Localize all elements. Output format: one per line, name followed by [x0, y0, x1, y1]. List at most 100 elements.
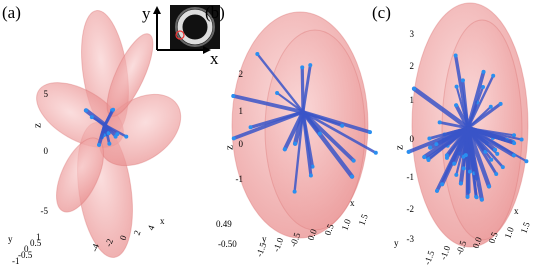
x-tick-label: -1.5: [422, 249, 436, 266]
ray-tip: [124, 135, 128, 139]
ray-tip: [232, 136, 236, 140]
panel-label: (c): [372, 3, 391, 22]
panel-label: (b): [205, 3, 225, 22]
ray-tip: [114, 135, 118, 139]
ray-tip: [438, 120, 442, 124]
ray-tip: [111, 108, 115, 112]
z-tick-label: -2: [407, 204, 415, 214]
y-tick-label: 0: [24, 244, 29, 254]
x-tick-label: -1.0: [438, 244, 452, 261]
x-axis-label: x: [160, 216, 165, 226]
ray-tip: [468, 170, 472, 174]
ray-tip: [293, 190, 297, 194]
ray-tip: [489, 158, 493, 162]
z-tick-label: 3: [410, 29, 415, 39]
z-axis-label: z: [394, 145, 406, 150]
ray-tip: [520, 138, 524, 142]
ray-tip: [495, 152, 499, 156]
z-tick-label: 2: [239, 69, 244, 79]
ray-tip: [352, 159, 356, 163]
ray-tip: [499, 102, 503, 106]
ray-tip: [340, 124, 344, 128]
z-tick-label: 5: [44, 89, 49, 99]
ray-tip: [491, 74, 495, 78]
ray-tip: [435, 189, 439, 193]
ray-tip: [428, 146, 432, 150]
ray-tip: [309, 174, 313, 178]
ray-tip: [283, 147, 287, 151]
inset-y-label: y: [142, 4, 151, 23]
x-axis-label: x: [350, 198, 355, 208]
ray-tip: [275, 91, 279, 95]
ray-tip: [107, 142, 111, 146]
ray-tip: [524, 159, 528, 163]
ray-tip: [494, 172, 498, 176]
ray-tip: [308, 63, 312, 67]
ray-tip: [464, 153, 468, 157]
ray-tip: [249, 125, 253, 129]
y-axis-label: y: [8, 234, 13, 244]
ray-tip: [440, 182, 444, 186]
z-tick-label: -1: [407, 172, 415, 182]
x-tick-label: 4: [146, 223, 157, 231]
ray-tip: [407, 150, 411, 154]
y-axis-label: y: [262, 234, 267, 244]
panel-label: (a): [2, 3, 21, 22]
y-tick-label: 1: [36, 232, 41, 242]
ray-tip: [461, 78, 465, 82]
ray-tip: [90, 115, 94, 119]
x-tick-label: 1.5: [356, 212, 369, 226]
ray-tip: [293, 142, 297, 146]
ray-tip: [487, 184, 491, 188]
y-axis-label: y: [394, 238, 399, 248]
ray-tip: [97, 143, 101, 147]
ray-tip: [462, 166, 466, 170]
z-tick-label: -1: [236, 174, 244, 184]
ray-tip: [455, 85, 459, 89]
ray-tip: [422, 155, 426, 159]
ray-tip: [475, 195, 479, 199]
figure: y x (a)z50-5-4-2024x-1-0.500.51y(b)z210-…: [0, 0, 551, 269]
ray-tip: [300, 65, 304, 69]
ray-tip: [482, 70, 486, 74]
y-tick-label: 0.49: [216, 219, 232, 229]
ray-tip: [231, 94, 235, 98]
x-tick-label: 1.0: [502, 225, 515, 239]
ray-tip: [427, 136, 431, 140]
ray-tip: [489, 105, 493, 109]
ray-tip: [426, 158, 430, 162]
ray-tip: [480, 198, 484, 202]
z-tick-label: -3: [407, 234, 415, 244]
x-axis-label: x: [514, 206, 519, 216]
ray-tip: [255, 52, 259, 56]
z-tick-label: 1: [239, 106, 244, 116]
z-tick-label: 0: [410, 134, 415, 144]
ray-tip: [512, 141, 516, 145]
y-tick-label: -0.50: [218, 239, 237, 249]
ray-tip: [454, 53, 458, 57]
page: {"inset": {"y_label": "y", "x_label": "x…: [0, 0, 551, 269]
ray-tip: [454, 173, 458, 177]
ray-tip: [445, 153, 449, 157]
inset-x-label: x: [210, 49, 219, 68]
ray: [302, 67, 303, 112]
ray-tip: [318, 132, 322, 136]
x-tick-label: -1.0: [271, 236, 285, 253]
z-tick-label: 2: [410, 61, 415, 71]
x-tick-label: 2: [132, 229, 143, 237]
ray-tip: [350, 175, 354, 179]
ray-tip: [459, 181, 463, 185]
ray-tip: [452, 162, 456, 166]
ray-tip: [412, 87, 416, 91]
z-tick-label: 1: [410, 95, 415, 105]
ray-tip: [374, 151, 378, 155]
z-tick-label: 0: [44, 146, 49, 156]
ray-tip: [501, 165, 505, 169]
ray-tip: [493, 148, 497, 152]
z-tick-label: -5: [41, 206, 49, 216]
ray-tip: [466, 195, 470, 199]
ray-tip: [454, 103, 458, 107]
z-axis-label: z: [32, 123, 44, 128]
ray-tip: [512, 153, 516, 157]
x-tick-label: 1.5: [518, 220, 531, 234]
